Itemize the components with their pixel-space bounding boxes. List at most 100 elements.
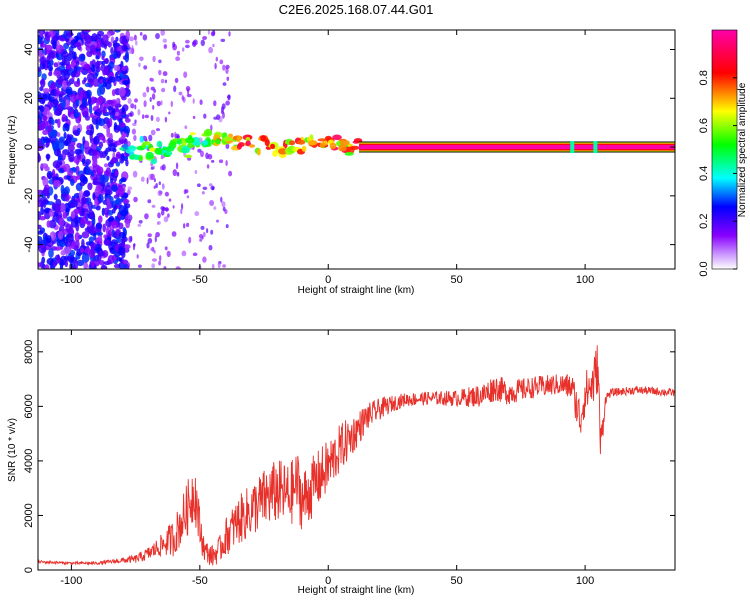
noise-speckle [220,38,226,43]
signal-blob [138,156,143,161]
noise-speckle [199,99,203,105]
noise-speckle [218,159,224,164]
signal-blob [332,134,342,141]
signal-blob [122,143,129,150]
noise-speckle [42,115,48,121]
noise-speckle [183,189,187,195]
noise-speckle [228,170,233,177]
noise-speckle [200,225,205,230]
noise-speckle [164,191,169,197]
noise-speckle [92,77,99,87]
noise-speckle [222,64,226,71]
noise-speckle [103,207,110,215]
noise-speckle [118,257,122,262]
noise-speckle [52,260,58,267]
signal-blob [149,147,156,152]
snr-series-line [38,345,675,567]
y-tick-label: -40 [23,237,35,253]
noise-speckle [186,195,190,199]
noise-speckle [46,220,51,228]
noise-speckle [39,216,46,221]
noise-speckle [70,71,76,78]
noise-speckle [203,113,207,119]
signal-blob [248,144,256,148]
noise-speckle [175,162,179,170]
noise-speckle [138,220,143,224]
noise-speckle [90,64,96,73]
noise-speckle [101,34,109,43]
noise-speckle [70,178,75,186]
noise-speckle [118,187,125,196]
signal-blob [307,140,318,146]
noise-speckle [95,66,101,73]
noise-speckle [211,263,215,269]
noise-speckle [61,98,66,109]
noise-speckle [43,94,48,100]
noise-speckle [83,63,91,70]
noise-speckle [64,260,69,268]
noise-speckle [222,206,226,212]
noise-speckle [161,87,166,93]
noise-speckle [49,96,56,103]
y-tick-label: 2000 [23,503,35,527]
noise-speckle [162,71,168,77]
noise-speckle [49,129,58,138]
noise-speckle [48,50,55,60]
noise-speckle [112,40,118,49]
x-tick-label: 0 [325,274,331,286]
noise-speckle [163,44,167,49]
noise-speckle [90,96,96,105]
noise-speckle [143,100,147,108]
noise-speckle [201,191,205,195]
noise-speckle [184,125,188,130]
noise-speckle [109,172,115,181]
y-tick-label: 8000 [23,340,35,364]
signal-blob [139,135,144,143]
noise-speckle [108,142,116,152]
noise-speckle [57,118,61,129]
noise-speckle [119,139,127,144]
x-tick-label: -50 [192,274,208,286]
noise-speckle [59,265,64,269]
noise-speckle [42,177,49,187]
noise-speckle [185,39,190,44]
y-tick-label: -20 [23,188,35,204]
noise-speckle [125,203,131,209]
noise-speckle [96,231,103,236]
noise-speckle [202,256,207,263]
noise-speckle [172,169,177,177]
noise-speckle [165,206,169,212]
signal-blob [189,132,196,136]
noise-speckle [65,240,69,247]
noise-speckle [65,223,72,233]
noise-speckle [158,260,162,266]
noise-speckle [65,196,70,202]
noise-speckle [88,212,94,220]
noise-speckle [99,260,105,266]
noise-speckle [155,231,161,238]
noise-speckle [216,219,219,223]
signal-blob [165,151,173,156]
noise-speckle [78,95,83,101]
noise-speckle [66,53,73,62]
noise-speckle [48,30,56,37]
noise-speckle [227,94,231,101]
noise-speckle [49,59,54,66]
noise-speckle [43,207,51,214]
signal-blob [215,138,221,145]
noise-speckle [216,114,221,120]
noise-speckle [38,118,41,124]
noise-speckle [53,180,61,188]
noise-speckle [95,55,100,60]
noise-speckle [146,177,149,185]
signal-blob [270,143,276,149]
noise-speckle [150,166,154,170]
noise-speckle [185,44,190,49]
noise-speckle [121,259,129,265]
noise-speckle [178,91,183,96]
noise-speckle [125,220,130,229]
x-tick-label: -50 [192,575,208,587]
noise-speckle [113,64,121,72]
noise-speckle [121,95,127,101]
